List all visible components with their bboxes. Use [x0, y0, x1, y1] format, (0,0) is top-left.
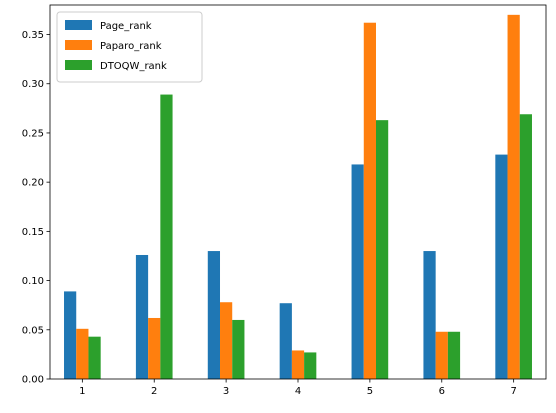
- x-tick-label: 5: [367, 386, 373, 397]
- x-tick-label: 2: [151, 386, 157, 397]
- legend-label: Paparo_rank: [100, 41, 162, 52]
- bar-page-rank-4: [279, 303, 292, 379]
- y-tick-label: 0.35: [22, 30, 44, 41]
- bar-dtoqw-rank-4: [304, 352, 317, 379]
- y-tick-label: 0.15: [22, 227, 44, 238]
- bar-paparo-rank-4: [291, 350, 305, 379]
- legend: Page_rank Paparo_rank DTOQW_rank: [56, 11, 203, 83]
- bar-paparo-rank-2: [148, 317, 161, 379]
- legend-swatch-page-rank: [65, 20, 92, 30]
- y-tick-label: 0.25: [22, 128, 44, 139]
- legend-label: DTOQW_rank: [100, 61, 167, 72]
- legend-box: [56, 11, 203, 83]
- x-axis: 1 2 3 4 5 6 7: [79, 379, 517, 397]
- legend-label: Page_rank: [100, 21, 152, 32]
- bar-paparo-rank-7: [507, 14, 520, 380]
- bar-paparo-rank-3: [220, 302, 233, 379]
- y-tick-label: 0.10: [22, 276, 44, 287]
- x-tick-label: 4: [295, 386, 301, 397]
- y-tick-label: 0.05: [22, 325, 44, 336]
- x-tick-label: 3: [223, 386, 229, 397]
- x-tick-label: 1: [79, 386, 85, 397]
- bar-dtoqw-rank-5: [375, 120, 389, 379]
- x-tick-label: 6: [439, 386, 445, 397]
- y-axis: 0.00 0.05 0.10 0.15 0.20 0.25 0.30 0.35: [22, 30, 50, 386]
- bar-page-rank-1: [64, 291, 77, 379]
- y-tick-label: 0.20: [22, 178, 44, 189]
- bars-layer: [64, 14, 532, 380]
- bar-page-rank-3: [207, 251, 221, 379]
- bar-dtoqw-rank-7: [519, 114, 532, 379]
- legend-swatch-dtoqw-rank: [65, 60, 92, 70]
- bar-dtoqw-rank-2: [160, 94, 173, 379]
- y-tick-label: 0.30: [22, 79, 44, 90]
- bar-paparo-rank-6: [435, 331, 448, 379]
- plot-frame: [49, 4, 547, 380]
- bar-paparo-rank-5: [363, 22, 376, 379]
- bar-dtoqw-rank-1: [88, 336, 101, 379]
- bar-paparo-rank-1: [76, 328, 89, 379]
- bar-page-rank-6: [423, 251, 436, 379]
- bar-page-rank-7: [495, 154, 508, 379]
- bar-page-rank-5: [351, 164, 364, 379]
- bar-page-rank-2: [135, 254, 149, 379]
- x-tick-label: 7: [510, 386, 516, 397]
- legend-swatch-paparo-rank: [65, 40, 92, 50]
- bar-dtoqw-rank-6: [447, 331, 461, 379]
- y-tick-label: 0.00: [22, 375, 44, 386]
- bar-dtoqw-rank-3: [232, 319, 245, 379]
